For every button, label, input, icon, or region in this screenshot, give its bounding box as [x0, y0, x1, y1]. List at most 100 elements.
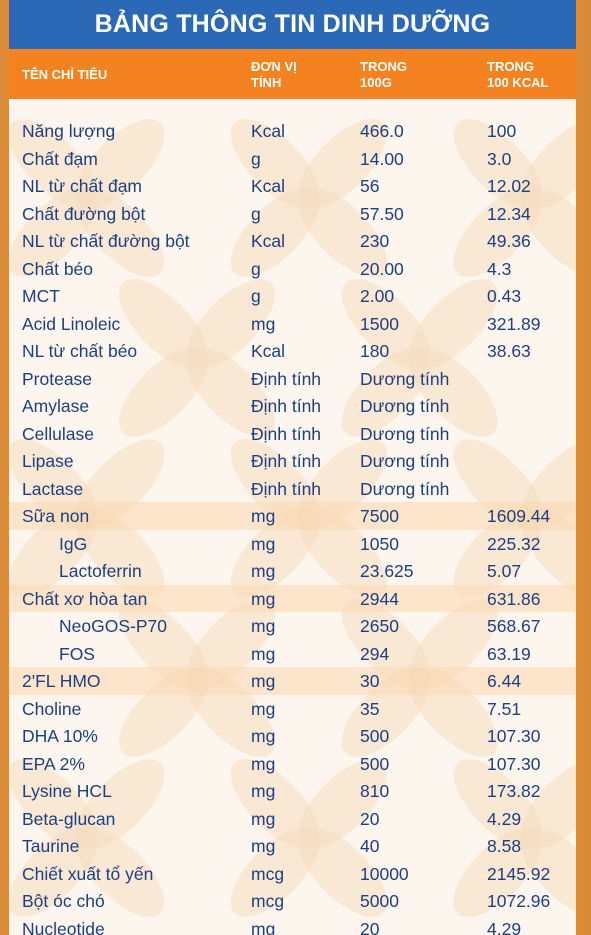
table-row: Chất đường bột g 57.50 12.34 — [9, 200, 576, 228]
header-per100kcal-line1: TRONG — [487, 59, 534, 74]
value-per-100g: 20 — [360, 808, 380, 829]
table-row: Năng lượng Kcal 466.0 100 — [9, 117, 576, 145]
value-per-100g: 2.00 — [360, 286, 395, 306]
value-per-100kcal: 6.44 — [487, 671, 522, 691]
nutrient-name: Năng lượng — [22, 121, 116, 141]
value-per-100g: 500 — [360, 753, 390, 774]
nutrient-name: Cellulase — [22, 423, 94, 444]
value-per-100kcal: 38.63 — [487, 341, 531, 361]
nutrient-name: Nucleotide — [22, 918, 105, 935]
value-per-100g: 40 — [360, 836, 380, 856]
nutrient-unit: Định tính — [251, 451, 322, 471]
nutrient-name: Chiết xuất tổ yến — [22, 863, 154, 884]
value-per-100g: 20.00 — [360, 258, 404, 279]
header-unit-line2: TÍNH — [251, 75, 282, 90]
table-row: Lactoferrin mg 23.625 5.07 — [9, 557, 576, 585]
nutrient-unit: mg — [251, 643, 276, 664]
nutrient-name: Acid Linoleic — [22, 313, 121, 334]
table-row: IgG mg 1050 225.32 — [9, 530, 576, 558]
table-row: Cellulase Định tính Dương tính — [9, 420, 576, 448]
value-per-100g: 7500 — [360, 506, 399, 526]
value-per-100kcal: 1609.44 — [487, 506, 551, 526]
header-per100g-line2: 100G — [360, 75, 392, 90]
nutrient-unit: Kcal — [251, 341, 286, 361]
value-per-100g: 5000 — [360, 891, 399, 911]
table-row: Nucleotide mg 20 4.29 — [9, 915, 576, 935]
table-title: BẢNG THÔNG TIN DINH DƯỠNG — [9, 0, 576, 49]
nutrient-name: NL từ chất béo — [22, 341, 138, 361]
nutrient-name: Lysine HCL — [22, 781, 112, 801]
nutrient-unit: mcg — [251, 863, 285, 884]
nutrient-unit: Kcal — [251, 231, 286, 251]
nutrient-unit: mg — [251, 313, 276, 334]
value-per-100g: 23.625 — [360, 561, 414, 581]
value-per-100kcal: 4.3 — [487, 258, 512, 279]
value-per-100kcal: 7.51 — [487, 698, 522, 719]
value-per-100kcal: 63.19 — [487, 643, 531, 664]
nutrient-name: Bột óc chó — [22, 891, 105, 911]
nutrient-name: Beta-glucan — [22, 808, 116, 829]
value-per-100g: Dương tính — [360, 451, 450, 471]
value-per-100kcal: 4.29 — [487, 918, 522, 935]
value-per-100g: Dương tính — [360, 396, 450, 416]
table-row: NeoGOS-P70 mg 2650 568.67 — [9, 612, 576, 640]
nutrient-name: NL từ chất đường bột — [22, 231, 190, 251]
table-row: 2'FL HMO mg 30 6.44 — [9, 667, 576, 695]
value-per-100g: 2650 — [360, 616, 399, 636]
nutrient-unit: g — [251, 258, 261, 279]
table-row: Amylase Định tính Dương tính — [9, 392, 576, 420]
table-header: TÊN CHỈ TIÊU ĐƠN VỊ TÍNH TRONG 100G TRON… — [9, 49, 576, 99]
table-row: Lactase Định tính Dương tính — [9, 475, 576, 503]
value-per-100kcal: 100 — [487, 121, 517, 141]
value-per-100kcal: 568.67 — [487, 616, 541, 636]
nutrient-unit: g — [251, 148, 261, 169]
header-per100g-line1: TRONG — [360, 59, 407, 74]
table-row: Acid Linoleic mg 1500 321.89 — [9, 310, 576, 338]
nutrient-name: FOS — [59, 643, 95, 664]
value-per-100g: 1050 — [360, 533, 399, 554]
value-per-100g: 57.50 — [360, 203, 404, 224]
value-per-100g: 30 — [360, 671, 380, 691]
nutrient-name: Chất xơ hòa tan — [22, 588, 148, 609]
nutrient-unit: mg — [251, 753, 276, 774]
value-per-100kcal: 631.86 — [487, 588, 541, 609]
nutrient-unit: mg — [251, 698, 276, 719]
nutrient-name: Chất béo — [22, 258, 94, 279]
nutrient-unit: mg — [251, 506, 276, 526]
value-per-100kcal: 49.36 — [487, 231, 531, 251]
value-per-100kcal: 8.58 — [487, 836, 522, 856]
table-row: Taurine mg 40 8.58 — [9, 832, 576, 860]
value-per-100g: 35 — [360, 698, 380, 719]
nutrient-name: MCT — [22, 286, 60, 306]
value-per-100g: 14.00 — [360, 148, 404, 169]
table-body: Năng lượng Kcal 466.0 100 Chất đạm g 14.00 3.0 N… — [9, 99, 576, 935]
header-name: TÊN CHỈ TIÊU — [22, 67, 108, 82]
value-per-100g: Dương tính — [360, 423, 450, 444]
nutrient-unit: Kcal — [251, 121, 286, 141]
value-per-100g: 10000 — [360, 863, 409, 884]
value-per-100kcal: 4.29 — [487, 808, 522, 829]
nutrient-unit: Định tính — [251, 396, 322, 416]
nutrient-unit: mg — [251, 671, 276, 691]
table-row: Protease Định tính Dương tính — [9, 365, 576, 393]
table-row: EPA 2% mg 500 107.30 — [9, 750, 576, 778]
value-per-100g: 1500 — [360, 313, 399, 334]
nutrient-name: Choline — [22, 698, 82, 719]
value-per-100g: 180 — [360, 341, 390, 361]
petal-pattern-background — [9, 119, 576, 917]
nutrient-name: Lactase — [22, 478, 84, 499]
table-row: Chiết xuất tổ yến mcg 10000 2145.92 — [9, 860, 576, 888]
table-row: MCT g 2.00 0.43 — [9, 282, 576, 310]
nutrient-unit: Định tính — [251, 423, 322, 444]
nutrient-name: Sữa non — [22, 506, 90, 526]
table-row: Lysine HCL mg 810 173.82 — [9, 777, 576, 805]
nutrient-unit: mg — [251, 616, 276, 636]
value-per-100kcal: 5.07 — [487, 561, 522, 581]
value-per-100g: 2944 — [360, 588, 399, 609]
nutrient-name: EPA 2% — [22, 753, 85, 774]
value-per-100g: 56 — [360, 176, 380, 196]
value-per-100kcal: 173.82 — [487, 781, 541, 801]
header-unit-line1: ĐƠN VỊ — [251, 59, 297, 74]
nutrient-name: NeoGOS-P70 — [59, 616, 167, 636]
nutrient-name: DHA 10% — [22, 726, 98, 746]
